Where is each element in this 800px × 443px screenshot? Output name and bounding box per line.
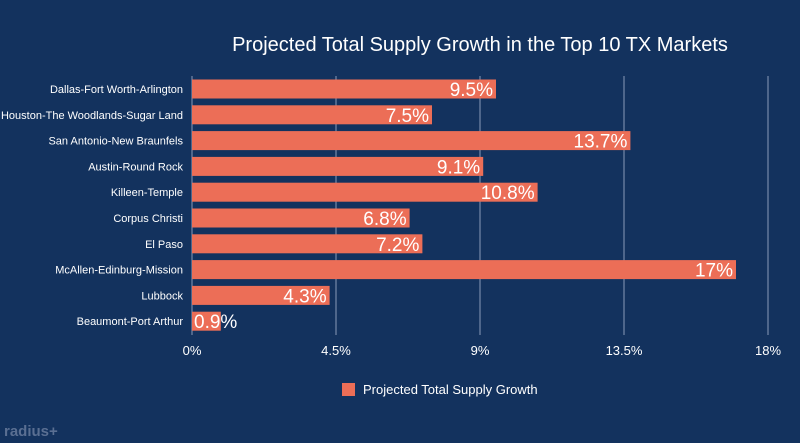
bar: [192, 79, 496, 99]
chart-title: Projected Total Supply Growth in the Top…: [232, 34, 728, 56]
bar: [192, 105, 432, 125]
data-label: 13.7%: [574, 132, 628, 153]
data-label: 17%: [695, 261, 733, 282]
data-label: 9.5%: [450, 80, 493, 101]
data-label: 6.8%: [363, 209, 406, 230]
category-label: San Antonio-New Braunfels: [48, 136, 183, 148]
data-label: 10.8%: [481, 183, 535, 204]
bar: [192, 208, 410, 228]
bar: [192, 156, 484, 176]
bar: [192, 234, 423, 254]
bar: [192, 285, 330, 305]
data-label: 9.1%: [437, 157, 480, 178]
data-label: 4.3%: [283, 286, 326, 307]
x-tick-label: 4.5%: [321, 343, 351, 358]
category-label: Dallas-Fort Worth-Arlington: [50, 84, 183, 96]
category-label: Lubbock: [141, 290, 183, 302]
category-label: Killeen-Temple: [111, 187, 183, 199]
legend-label: Projected Total Supply Growth: [363, 382, 538, 397]
x-tick-label: 13.5%: [606, 343, 643, 358]
bar: [192, 182, 538, 202]
bar: [192, 131, 631, 151]
x-tick-label: 9%: [471, 343, 490, 358]
data-label: 0.9%: [194, 312, 237, 333]
x-tick-label: 0%: [183, 343, 202, 358]
radius-logo: radius+: [4, 423, 58, 440]
data-label: 7.2%: [376, 235, 419, 256]
category-label: Corpus Christi: [113, 213, 183, 225]
bar: [192, 260, 736, 280]
bar: [192, 311, 221, 331]
category-label: Beaumont-Port Arthur: [77, 316, 184, 328]
data-label: 7.5%: [386, 106, 429, 127]
category-label: Houston-The Woodlands-Sugar Land: [1, 110, 183, 122]
category-label: McAllen-Edinburg-Mission: [55, 265, 183, 277]
legend: Projected Total Supply Growth: [342, 382, 538, 397]
category-label: Austin-Round Rock: [88, 161, 183, 173]
category-label: El Paso: [145, 239, 183, 251]
x-tick-label: 18%: [755, 343, 781, 358]
legend-swatch: [342, 383, 355, 396]
